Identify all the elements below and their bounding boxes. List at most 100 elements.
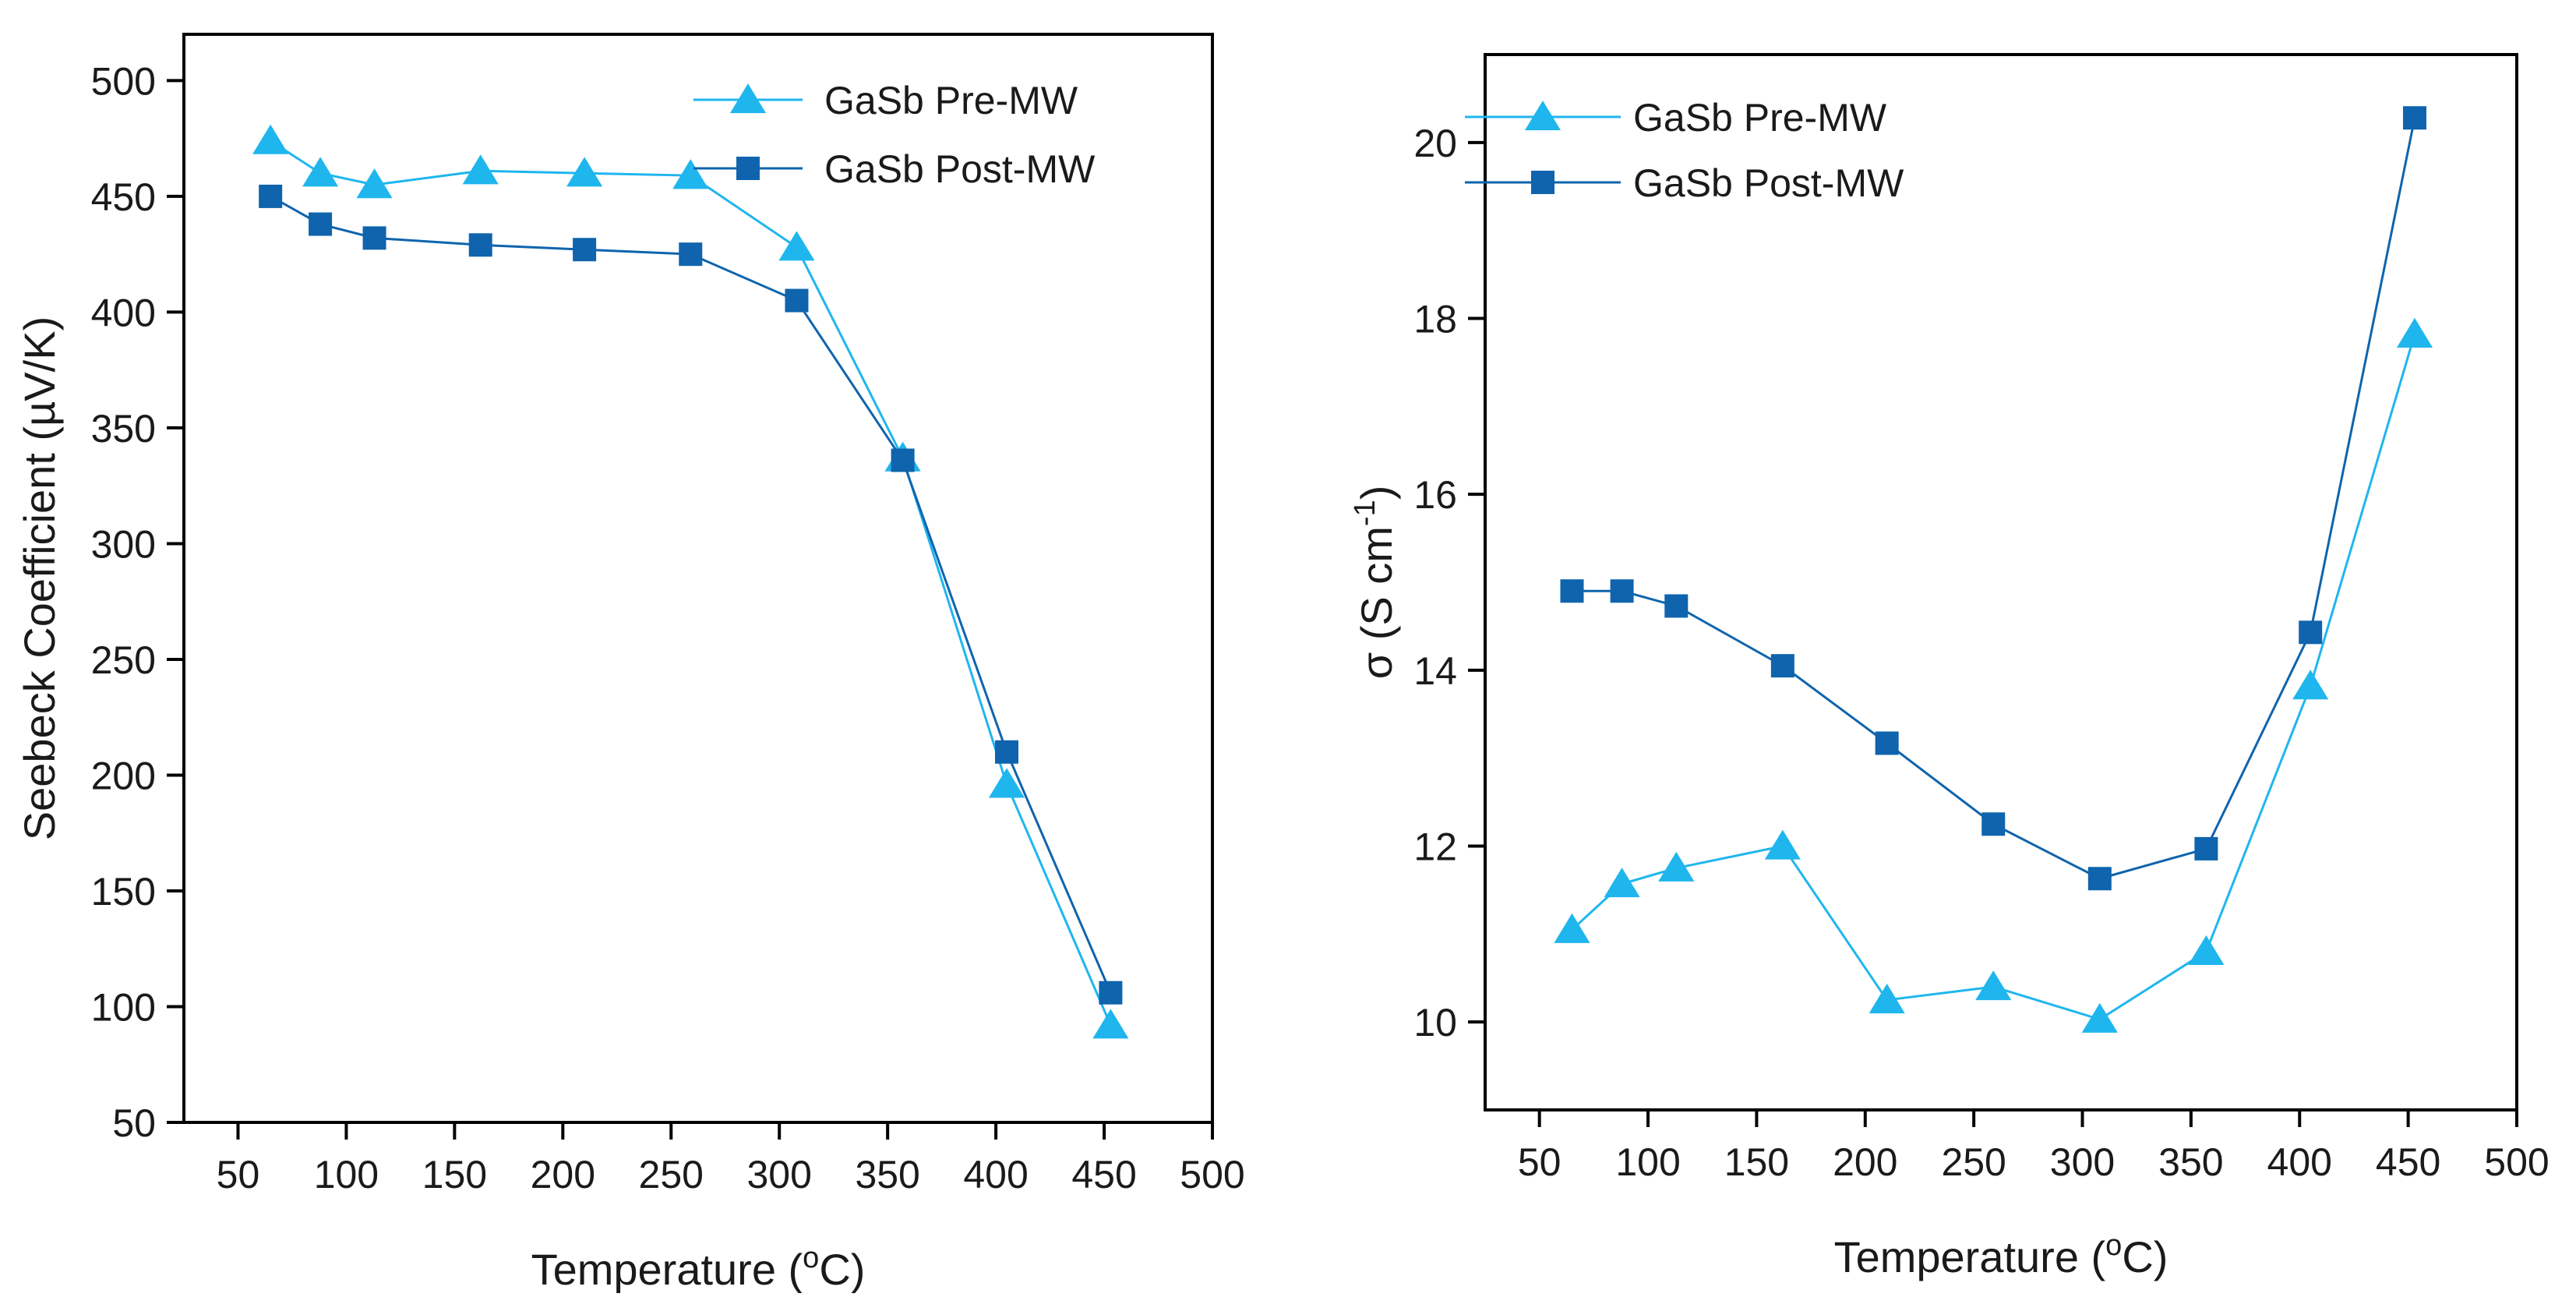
data-point — [2081, 1002, 2118, 1033]
series-line — [1571, 334, 2416, 1021]
y-tick-label: 150 — [91, 870, 156, 914]
plot-frame — [182, 33, 1214, 1124]
x-tick-label: 150 — [1724, 1140, 1789, 1184]
data-point — [259, 184, 283, 208]
x-tick-label: 100 — [1615, 1140, 1680, 1184]
x-tick-label: 250 — [1941, 1140, 2006, 1184]
legend-marker — [729, 83, 767, 114]
data-point — [988, 768, 1025, 798]
data-point — [1664, 594, 1689, 618]
y-tick-label: 50 — [112, 1101, 156, 1145]
data-point — [672, 159, 709, 189]
data-point — [2087, 867, 2112, 891]
data-point — [995, 740, 1018, 764]
data-point — [1610, 579, 1634, 603]
series-pre-mw — [252, 124, 1129, 1039]
data-point — [356, 168, 393, 199]
data-point — [778, 231, 815, 261]
data-point — [1875, 731, 1899, 755]
data-point — [309, 212, 333, 236]
data-point — [2188, 935, 2225, 966]
y-tick-label: 10 — [1413, 1001, 1457, 1044]
y-tick-label: 350 — [91, 407, 156, 451]
x-axis-title: Temperature (oC) — [1834, 1229, 2168, 1281]
data-point — [679, 242, 703, 267]
y-tick-label: 500 — [91, 59, 156, 103]
data-point — [2402, 106, 2426, 130]
data-point — [1099, 981, 1123, 1005]
legend-marker — [736, 157, 760, 180]
legend-label: GaSb Post-MW — [824, 147, 1096, 191]
y-axis-title: σ (S cm-1) — [1349, 486, 1401, 680]
x-tick-label: 350 — [855, 1153, 919, 1196]
data-point — [462, 154, 499, 185]
y-tick-label: 450 — [91, 175, 156, 219]
data-point — [1868, 984, 1905, 1014]
x-tick-label: 500 — [1180, 1153, 1244, 1196]
x-tick-label: 200 — [531, 1153, 595, 1196]
x-tick-label: 300 — [2050, 1140, 2115, 1184]
x-tick-label: 450 — [1071, 1153, 1136, 1196]
y-tick-label: 100 — [91, 985, 156, 1029]
data-point — [252, 124, 289, 154]
legend-entry: GaSb Pre-MW — [693, 79, 1078, 122]
x-tick-label: 100 — [314, 1153, 379, 1196]
data-point — [1764, 829, 1801, 860]
legend-label: GaSb Post-MW — [1633, 161, 1904, 205]
series-pre-mw — [1554, 317, 2433, 1033]
data-point — [1092, 1009, 1129, 1039]
data-point — [785, 288, 809, 313]
legend-entry: GaSb Post-MW — [693, 147, 1096, 191]
y-tick-label: 250 — [91, 638, 156, 682]
series-line — [270, 195, 1112, 994]
y-tick-label: 400 — [91, 291, 156, 334]
data-point — [566, 157, 603, 187]
data-point — [1604, 868, 1640, 898]
data-point — [1560, 579, 1584, 603]
legend-entry: GaSb Pre-MW — [1465, 96, 1887, 140]
x-tick-label: 400 — [963, 1153, 1028, 1196]
data-point — [1981, 812, 2006, 836]
series-line — [1572, 117, 2416, 880]
data-point — [2299, 620, 2323, 645]
x-tick-label: 150 — [422, 1153, 487, 1196]
plot-frame — [1484, 53, 2518, 1111]
data-point — [468, 233, 492, 257]
x-tick-label: 500 — [2484, 1140, 2549, 1184]
y-tick-label: 300 — [91, 522, 156, 566]
legend-entry: GaSb Post-MW — [1465, 161, 1904, 205]
legend-label: GaSb Pre-MW — [1633, 96, 1887, 140]
y-tick-label: 18 — [1413, 298, 1457, 341]
data-point — [2396, 317, 2433, 348]
chart-2: 50 100 150 200 250 300 350 400 450 500 10 12 14 16 18 2… — [1349, 53, 2550, 1281]
data-point — [891, 448, 915, 472]
data-point — [2292, 670, 2329, 700]
legend-marker — [1524, 101, 1561, 131]
data-point — [362, 226, 386, 250]
y-tick-label: 14 — [1413, 649, 1457, 693]
x-tick-label: 350 — [2158, 1140, 2223, 1184]
x-tick-label: 450 — [2376, 1140, 2440, 1184]
data-point — [1975, 970, 2012, 1001]
data-point — [1554, 913, 1590, 943]
y-tick-label: 20 — [1413, 122, 1457, 165]
y-axis-title: Seebeck Coefficient (µV/K) — [15, 316, 64, 840]
chart-1: 50 100 150 200 250 300 350 400 450 500 50 100 150 200… — [15, 33, 1245, 1294]
x-tick-label: 200 — [1833, 1140, 1897, 1184]
data-point — [2194, 836, 2218, 861]
x-tick-label: 50 — [217, 1153, 260, 1196]
series-line — [270, 140, 1112, 1026]
data-point — [1658, 851, 1695, 882]
series-post-mw — [259, 184, 1123, 1005]
x-tick-label: 250 — [639, 1153, 704, 1196]
x-axis-title: Temperature (oC) — [531, 1242, 866, 1293]
y-tick-label: 12 — [1413, 825, 1457, 869]
legend-marker — [1531, 171, 1554, 194]
legend-label: GaSb Pre-MW — [824, 79, 1078, 122]
y-tick-label: 16 — [1413, 473, 1457, 517]
x-tick-label: 50 — [1518, 1140, 1561, 1184]
series-post-mw — [1560, 106, 2426, 891]
data-point — [302, 157, 339, 187]
